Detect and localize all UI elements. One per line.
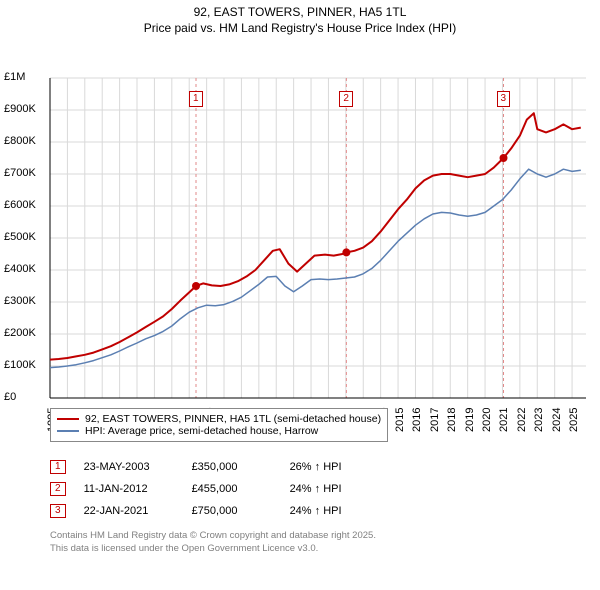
y-axis-label: £400K [4, 263, 48, 275]
y-axis-label: £800K [4, 135, 48, 147]
title-line-1: 92, EAST TOWERS, PINNER, HA5 1TL [10, 4, 590, 20]
transaction-delta: 26% ↑ HPI [290, 461, 380, 473]
legend-swatch-subject [57, 418, 79, 420]
x-axis-label: 2021 [498, 408, 510, 432]
transaction-delta: 24% ↑ HPI [290, 483, 380, 495]
transaction-number: 2 [50, 482, 66, 496]
transaction-date: 22-JAN-2021 [84, 505, 174, 517]
y-axis-label: £0 [4, 391, 48, 403]
transaction-row: 1 23-MAY-2003 £350,000 26% ↑ HPI [50, 456, 380, 478]
y-axis-label: £200K [4, 327, 48, 339]
legend-item-subject: 92, EAST TOWERS, PINNER, HA5 1TL (semi-d… [57, 413, 381, 425]
transaction-number: 1 [50, 460, 66, 474]
attribution-text: Contains HM Land Registry data © Crown c… [50, 530, 376, 556]
x-axis-label: 2019 [464, 408, 476, 432]
transaction-price: £455,000 [192, 483, 272, 495]
y-axis-label: £100K [4, 359, 48, 371]
legend-item-hpi: HPI: Average price, semi-detached house,… [57, 425, 381, 437]
x-axis-label: 2022 [516, 408, 528, 432]
x-axis-label: 2015 [394, 408, 406, 432]
x-axis-label: 2024 [551, 408, 563, 432]
transaction-price: £350,000 [192, 461, 272, 473]
x-axis-label: 2025 [568, 408, 580, 432]
y-axis-label: £600K [4, 199, 48, 211]
transaction-date: 23-MAY-2003 [84, 461, 174, 473]
transaction-marker: 3 [497, 91, 511, 107]
title-line-2: Price paid vs. HM Land Registry's House … [10, 20, 590, 36]
legend-swatch-hpi [57, 430, 79, 432]
transaction-row: 3 22-JAN-2021 £750,000 24% ↑ HPI [50, 500, 380, 522]
y-axis-label: £900K [4, 103, 48, 115]
y-axis-label: £1M [4, 71, 48, 83]
x-axis-label: 2016 [411, 408, 423, 432]
attribution-line-2: This data is licensed under the Open Gov… [50, 543, 376, 556]
chart-title: 92, EAST TOWERS, PINNER, HA5 1TL Price p… [0, 0, 600, 36]
y-axis-label: £500K [4, 231, 48, 243]
x-axis-label: 2017 [429, 408, 441, 432]
transaction-marker: 1 [189, 91, 203, 107]
y-axis-label: £300K [4, 295, 48, 307]
transactions-table: 1 23-MAY-2003 £350,000 26% ↑ HPI 2 11-JAN-201… [50, 456, 380, 522]
legend-label-subject: 92, EAST TOWERS, PINNER, HA5 1TL (semi-d… [85, 413, 381, 425]
x-axis-label: 2018 [446, 408, 458, 432]
attribution-line-1: Contains HM Land Registry data © Crown c… [50, 530, 376, 543]
x-axis-label: 2023 [533, 408, 545, 432]
y-axis-label: £700K [4, 167, 48, 179]
chart-legend: 92, EAST TOWERS, PINNER, HA5 1TL (semi-d… [50, 408, 388, 442]
transaction-marker: 2 [339, 91, 353, 107]
legend-label-hpi: HPI: Average price, semi-detached house,… [85, 425, 318, 437]
transaction-date: 11-JAN-2012 [84, 483, 174, 495]
transaction-delta: 24% ↑ HPI [290, 505, 380, 517]
transaction-price: £750,000 [192, 505, 272, 517]
transaction-number: 3 [50, 504, 66, 518]
x-axis-label: 2020 [481, 408, 493, 432]
price-vs-hpi-chart: £0 £100K £200K £300K £400K £500K £600K £700K £80… [0, 36, 600, 442]
transaction-row: 2 11-JAN-2012 £455,000 24% ↑ HPI [50, 478, 380, 500]
